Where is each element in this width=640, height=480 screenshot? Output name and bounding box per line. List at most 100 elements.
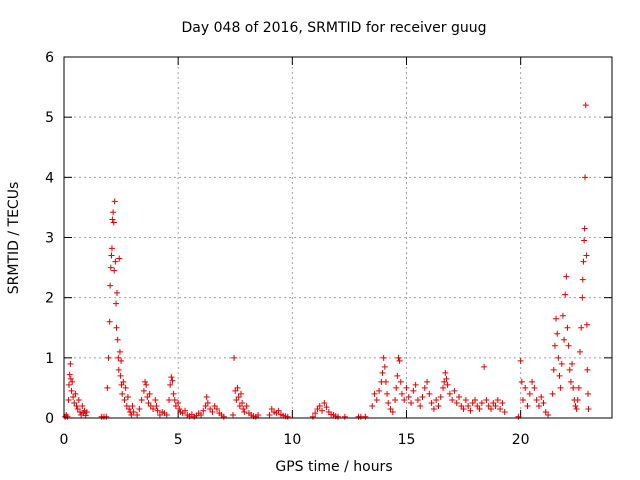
data-point: [120, 378, 127, 385]
data-point: [229, 411, 236, 418]
chart-title: Day 048 of 2016, SRMTID for receiver guu…: [182, 20, 487, 36]
data-point: [559, 312, 566, 319]
data-point: [110, 209, 117, 216]
data-point: [167, 381, 174, 388]
data-point: [104, 384, 111, 391]
y-tick-label: 2: [45, 291, 54, 307]
data-point: [231, 354, 238, 361]
data-point: [124, 393, 131, 400]
data-point: [110, 219, 117, 226]
data-point: [316, 402, 323, 409]
data-point: [232, 387, 239, 394]
data-point: [563, 273, 570, 280]
data-point: [572, 402, 579, 409]
data-point: [582, 174, 589, 181]
data-point: [233, 396, 240, 403]
data-point: [204, 399, 211, 406]
data-point: [115, 366, 122, 373]
data-point: [581, 237, 588, 244]
data-point: [123, 402, 130, 409]
data-point: [65, 396, 72, 403]
data-point: [577, 348, 584, 355]
data-point: [74, 405, 81, 412]
data-point: [200, 407, 207, 414]
data-point: [79, 402, 86, 409]
data-point: [152, 396, 159, 403]
data-point: [70, 393, 77, 400]
data-point: [73, 402, 80, 409]
data-point: [234, 384, 241, 391]
data-point: [83, 408, 90, 415]
data-points: [62, 102, 592, 420]
data-point: [203, 393, 210, 400]
data-point: [437, 393, 444, 400]
data-point: [144, 393, 151, 400]
data-point: [551, 342, 558, 349]
data-point: [150, 405, 157, 412]
plot-frame: [63, 56, 613, 419]
data-point: [67, 375, 74, 382]
data-point: [118, 381, 125, 388]
data-point: [585, 390, 592, 397]
data-point: [574, 396, 581, 403]
data-point: [362, 413, 369, 420]
data-point: [483, 396, 490, 403]
data-point: [382, 378, 389, 385]
data-point: [465, 402, 472, 409]
data-point: [579, 276, 586, 283]
data-point: [105, 354, 112, 361]
data-point: [236, 402, 243, 409]
data-point: [458, 402, 465, 409]
data-point: [412, 381, 419, 388]
data-point: [449, 396, 456, 403]
data-point: [472, 396, 478, 403]
data-point: [156, 411, 163, 418]
x-tick-label: 10: [283, 432, 301, 448]
data-point: [474, 402, 481, 409]
data-point: [376, 387, 383, 394]
data-point: [239, 399, 246, 406]
data-point: [341, 413, 348, 420]
data-point: [443, 375, 450, 382]
data-point: [220, 413, 227, 420]
data-point: [529, 378, 536, 385]
y-tick-label: 0: [45, 411, 54, 427]
data-point: [255, 411, 262, 418]
data-point: [535, 402, 542, 409]
y-tick-label: 4: [45, 170, 54, 186]
data-point: [240, 405, 247, 412]
data-point: [147, 402, 154, 409]
data-point: [515, 413, 522, 420]
data-point: [71, 399, 78, 406]
data-point: [76, 408, 83, 415]
data-point: [385, 399, 392, 406]
data-point: [540, 399, 547, 406]
data-point: [170, 390, 177, 397]
data-point: [323, 404, 330, 411]
data-point: [578, 324, 585, 331]
data-point: [213, 405, 220, 412]
data-point: [112, 258, 119, 265]
data-point: [237, 390, 244, 397]
data-point: [119, 390, 126, 397]
data-point: [469, 399, 476, 406]
data-point: [426, 390, 433, 397]
data-point: [421, 384, 428, 391]
data-point: [126, 405, 133, 412]
data-point: [107, 282, 114, 289]
data-point: [145, 399, 152, 406]
data-point: [558, 360, 565, 367]
data-point: [176, 405, 183, 412]
data-point: [564, 324, 571, 331]
data-point: [580, 258, 587, 265]
data-point: [583, 321, 590, 328]
data-point: [134, 411, 141, 418]
data-point: [369, 402, 376, 409]
data-point: [430, 405, 437, 412]
x-tick-label: 0: [60, 432, 69, 448]
data-point: [490, 399, 497, 406]
data-point: [198, 411, 204, 418]
data-point: [171, 396, 178, 403]
data-point: [405, 393, 412, 400]
